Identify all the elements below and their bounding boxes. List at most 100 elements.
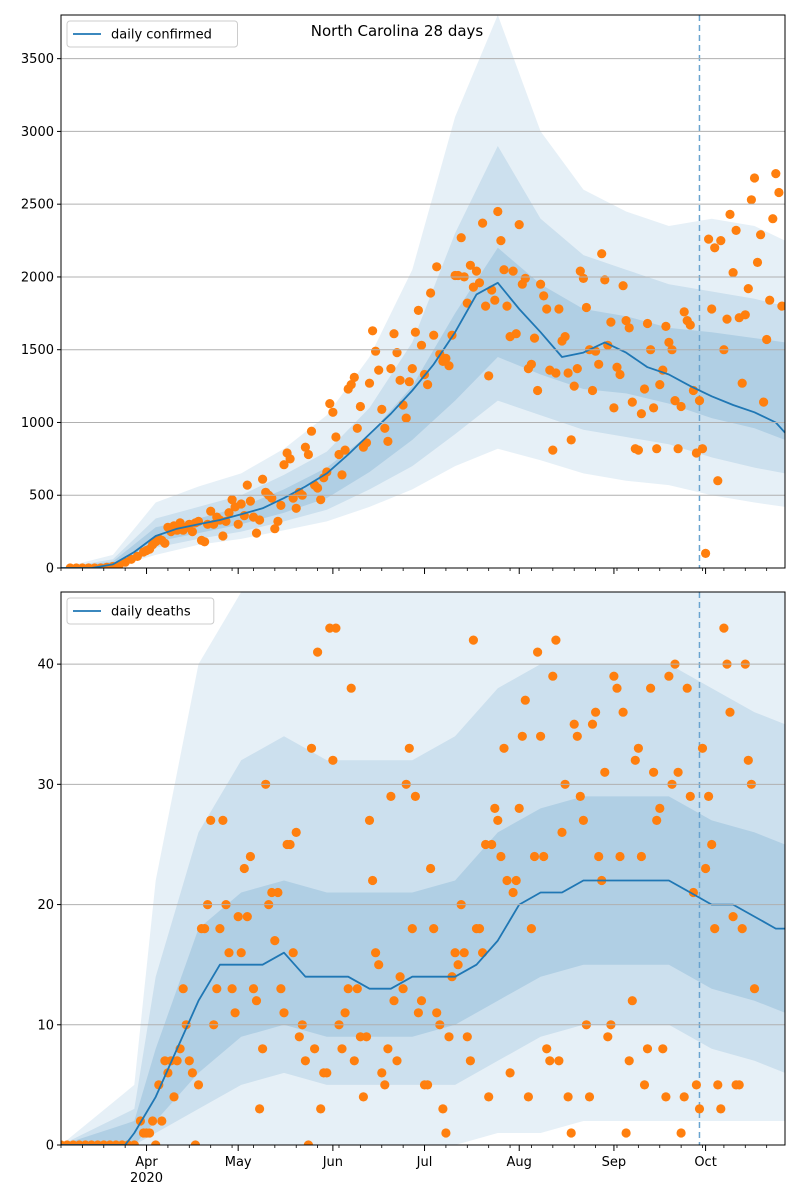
- deaths-data-point: [658, 1044, 668, 1054]
- deaths-data-point: [215, 924, 225, 934]
- deaths-data-point: [679, 1092, 689, 1102]
- confirmed-data-point: [441, 353, 451, 363]
- confirmed-ytick-label: 2500: [21, 198, 54, 213]
- confirmed-data-point: [267, 493, 277, 503]
- deaths-data-point: [313, 647, 323, 657]
- confirmed-data-point: [328, 407, 338, 417]
- deaths-data-point: [697, 743, 708, 753]
- deaths-data-point: [416, 996, 427, 1006]
- deaths-ytick-label: 0: [46, 1139, 54, 1154]
- confirmed-data-point: [551, 368, 561, 378]
- deaths-data-point: [716, 1104, 726, 1114]
- deaths-data-point: [743, 755, 753, 765]
- deaths-data-point: [258, 1044, 268, 1054]
- deaths-data-point: [429, 924, 439, 934]
- deaths-data-point: [273, 887, 283, 898]
- deaths-data-point: [468, 635, 478, 645]
- confirmed-data-point: [255, 515, 265, 525]
- deaths-frame: [60, 591, 786, 1146]
- confirmed-data-point: [242, 480, 252, 490]
- deaths-data-point: [395, 972, 405, 982]
- confirmed-data-point: [707, 304, 717, 314]
- confirmed-data-point: [493, 206, 503, 217]
- deaths-data-point: [682, 683, 692, 693]
- deaths-data-point: [478, 948, 488, 958]
- confirmed-data-point: [765, 295, 775, 305]
- confirmed-data-point: [621, 316, 631, 326]
- deaths-data-point: [459, 948, 469, 958]
- deaths-data-point: [484, 1092, 494, 1102]
- confirmed-data-point: [206, 506, 216, 516]
- confirmed-data-point: [331, 432, 341, 442]
- confirmed-data-point: [563, 368, 573, 378]
- confirmed-data-point: [395, 375, 405, 385]
- deaths-ytick-label: 20: [37, 898, 54, 913]
- deaths-data-point: [465, 1056, 475, 1066]
- deaths-data-point: [233, 912, 243, 922]
- deaths-band-outer: [61, 592, 785, 1145]
- confirmed-ytick-label: 2000: [21, 270, 54, 285]
- confirmed-data-point: [471, 266, 482, 276]
- deaths-legend: daily deaths: [66, 597, 215, 625]
- deaths-data-point: [343, 984, 353, 994]
- xtick-label-month: Jun: [322, 1155, 343, 1170]
- deaths-data-point: [728, 912, 738, 922]
- deaths-data-point: [710, 924, 720, 934]
- confirmed-data-point: [768, 214, 778, 224]
- xtick-label-month: Sep: [602, 1155, 627, 1170]
- deaths-data-point: [542, 1044, 552, 1054]
- deaths-data-point: [172, 1056, 182, 1066]
- confirmed-data-point: [725, 209, 735, 219]
- confirmed-model-line: [61, 281, 785, 568]
- confirmed-data-point: [340, 445, 350, 455]
- confirmed-data-point: [704, 234, 714, 244]
- deaths-data-point: [664, 671, 674, 681]
- confirmed-data-point: [600, 275, 610, 285]
- confirmed-data-point: [389, 329, 399, 339]
- confirmed-ytick-label: 3000: [21, 125, 54, 140]
- confirmed-data-point: [560, 332, 570, 342]
- confirmed-data-point: [429, 330, 439, 340]
- deaths-data-point: [652, 815, 662, 826]
- confirmed-data-point: [529, 333, 540, 343]
- confirmed-data-point: [224, 508, 234, 518]
- confirmed-data-point: [615, 369, 625, 380]
- confirmed-data-point: [777, 301, 785, 311]
- confirmed-data-point: [676, 401, 686, 412]
- confirmed-data-point: [655, 380, 665, 390]
- confirmed-data-point: [386, 364, 396, 374]
- confirmed-data-point: [597, 249, 607, 259]
- confirmed-data-point: [218, 531, 228, 541]
- deaths-data-point: [749, 984, 760, 994]
- confirmed-data-point: [496, 236, 506, 246]
- confirmed-data-point: [361, 438, 372, 448]
- confirmed-data-point: [401, 413, 411, 423]
- deaths-data-point: [487, 839, 497, 850]
- confirmed-data-point: [416, 340, 427, 350]
- confirmed-data-point: [749, 173, 760, 183]
- confirmed-data-point: [413, 305, 423, 315]
- deaths-data-point: [557, 827, 567, 838]
- confirmed-data-point: [520, 273, 530, 283]
- deaths-data-point: [627, 996, 637, 1006]
- confirmed-data-point: [404, 377, 414, 387]
- deaths-data-point: [612, 683, 622, 693]
- deaths-data-point: [572, 731, 582, 741]
- deaths-data-point: [368, 875, 378, 886]
- deaths-data-point: [145, 1128, 155, 1138]
- confirmed-data-point: [285, 454, 295, 464]
- deaths-data-point: [539, 851, 549, 862]
- confirmed-data-point: [465, 260, 475, 270]
- confirmed-data-point: [279, 460, 289, 470]
- deaths-data-point: [630, 755, 640, 765]
- deaths-data-point: [462, 1032, 472, 1042]
- deaths-data-point: [404, 743, 414, 753]
- deaths-data-point: [725, 707, 735, 717]
- deaths-data-point: [392, 1056, 402, 1066]
- deaths-data-point: [655, 803, 665, 814]
- deaths-data-point: [578, 815, 589, 826]
- deaths-data-point: [288, 948, 298, 958]
- deaths-data-point: [603, 1032, 613, 1042]
- confirmed-data-point: [377, 404, 387, 414]
